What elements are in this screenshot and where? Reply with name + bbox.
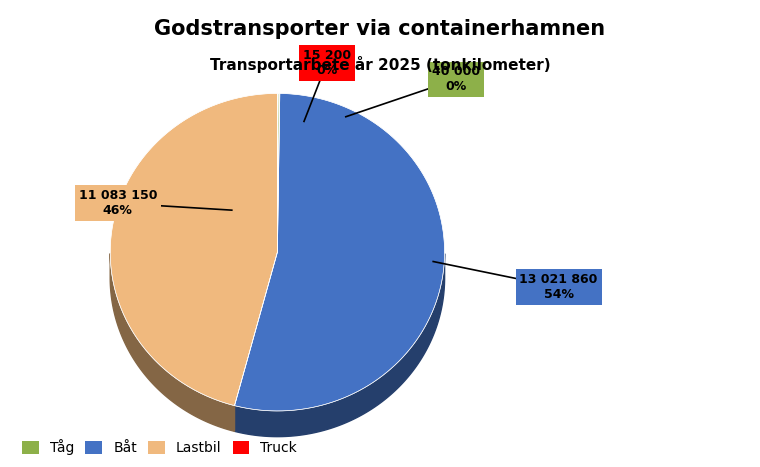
Point (429, 259, 438, 264)
Text: Transportarbete år 2025 (tonkilometer): Transportarbete år 2025 (tonkilometer) (210, 56, 550, 73)
Point (227, 207, 236, 213)
Text: 11 083 150
46%: 11 083 150 46% (78, 189, 157, 217)
Line: 2 pts: 2 pts (304, 63, 327, 121)
Point (554, 284, 563, 290)
Line: 2 pts: 2 pts (346, 79, 456, 117)
Legend: Tåg, Båt, Lastbil, Truck: Tåg, Båt, Lastbil, Truck (22, 439, 297, 455)
Line: 2 pts: 2 pts (118, 203, 232, 210)
Polygon shape (277, 93, 280, 252)
Text: 15 200
0%: 15 200 0% (302, 49, 351, 77)
Polygon shape (235, 254, 445, 437)
Polygon shape (110, 254, 235, 432)
Text: 13 021 860
54%: 13 021 860 54% (519, 273, 598, 301)
Line: 2 pts: 2 pts (433, 262, 559, 287)
Text: 40 000
0%: 40 000 0% (432, 65, 480, 93)
Point (341, 114, 350, 120)
Polygon shape (235, 93, 445, 411)
Point (299, 119, 309, 124)
Text: Godstransporter via containerhamnen: Godstransporter via containerhamnen (154, 19, 606, 39)
Polygon shape (110, 93, 277, 406)
Point (451, 77, 461, 82)
Point (322, 60, 331, 66)
Point (113, 200, 122, 206)
